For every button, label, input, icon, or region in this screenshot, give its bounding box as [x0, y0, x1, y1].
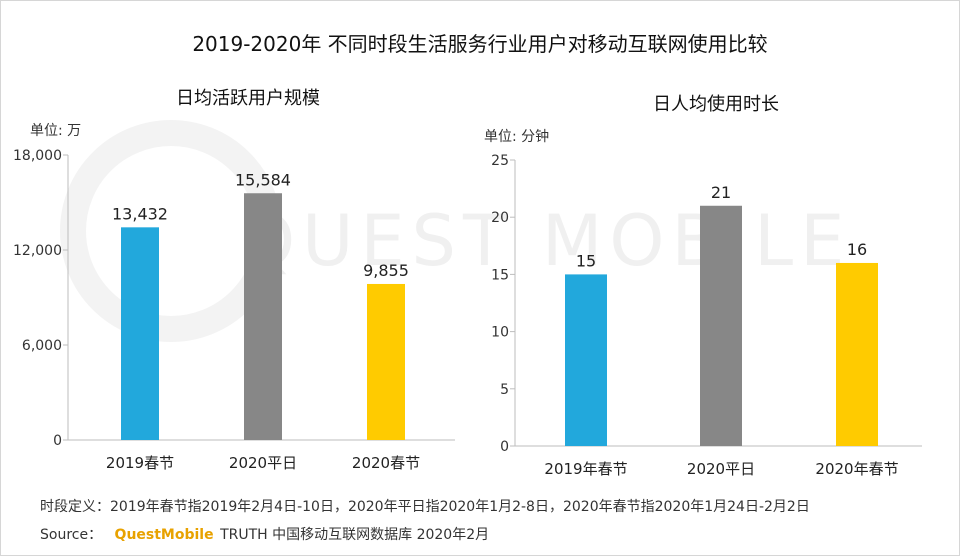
left-y-tick-label: 12,000: [13, 243, 62, 259]
right-data-label: 15: [576, 251, 596, 270]
left-data-label: 9,855: [363, 261, 409, 280]
left-bar: [121, 227, 159, 440]
right-chart-unit: 单位: 分钟: [484, 129, 550, 145]
left-data-label: 15,584: [235, 170, 291, 189]
source-prefix: Source：: [40, 527, 103, 543]
left-category-label: 2020春节: [352, 454, 420, 472]
right-bar: [700, 205, 742, 446]
left-y-tick-label: 6,000: [22, 338, 62, 354]
left-category-label: 2020平日: [229, 454, 297, 472]
right-y-tick-label: 0: [500, 439, 509, 455]
left-bar: [367, 283, 405, 440]
left-data-label: 13,432: [112, 204, 168, 223]
right-data-label: 16: [847, 240, 867, 259]
left-chart-title: 日均活跃用户规模: [176, 88, 320, 109]
right-y-tick-label: 25: [491, 153, 509, 169]
right-y-tick-label: 15: [491, 267, 509, 283]
right-data-label: 21: [711, 183, 731, 202]
right-bar: [836, 262, 878, 446]
right-bar: [565, 274, 607, 446]
source-brand: QuestMobile: [114, 527, 214, 543]
right-category-label: 2020年春节: [815, 460, 898, 478]
right-y-tick-label: 10: [491, 325, 509, 341]
right-category-label: 2019年春节: [544, 460, 627, 478]
right-chart-title: 日人均使用时长: [653, 94, 779, 115]
left-y-tick-label: 0: [53, 433, 62, 449]
footer-source: Source： QuestMobile TRUTH 中国移动互联网数据库 202…: [40, 524, 489, 544]
source-rest: TRUTH 中国移动互联网数据库 2020年2月: [220, 527, 490, 543]
watermark: QUEST MOBILE: [240, 200, 852, 282]
footer-definition: 时段定义：2019年春节指2019年2月4日-10日，2020年平日指2020年…: [40, 499, 810, 515]
left-y-tick-label: 18,000: [13, 148, 62, 164]
right-y-tick-label: 5: [500, 382, 509, 398]
right-category-label: 2020平日: [687, 460, 755, 478]
left-chart-unit: 单位: 万: [30, 123, 82, 139]
left-category-label: 2019春节: [106, 454, 174, 472]
main-title: 2019-2020年 不同时段生活服务行业用户对移动互联网使用比较: [192, 32, 768, 56]
right-y-tick-label: 20: [491, 210, 509, 226]
left-bar: [244, 193, 282, 440]
